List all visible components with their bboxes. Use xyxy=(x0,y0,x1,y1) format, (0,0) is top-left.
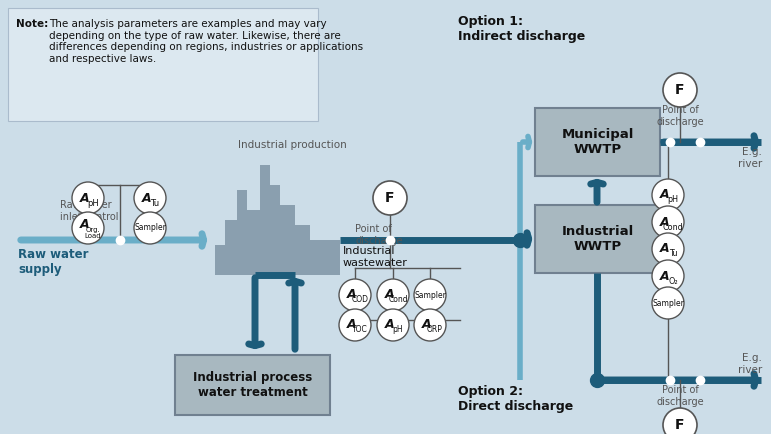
Circle shape xyxy=(652,260,684,292)
Text: Sampler: Sampler xyxy=(134,224,166,233)
Text: A: A xyxy=(80,218,89,231)
Text: ORP: ORP xyxy=(427,326,443,335)
Text: Option 1:
Indirect discharge: Option 1: Indirect discharge xyxy=(458,15,585,43)
Circle shape xyxy=(72,212,104,244)
Circle shape xyxy=(134,212,166,244)
Text: A: A xyxy=(660,270,670,283)
FancyBboxPatch shape xyxy=(175,355,330,415)
Text: pH: pH xyxy=(392,326,403,335)
Circle shape xyxy=(339,309,371,341)
Circle shape xyxy=(72,182,104,214)
Text: O₂: O₂ xyxy=(668,276,678,286)
Text: E.g.
river: E.g. river xyxy=(738,353,762,375)
Text: A: A xyxy=(660,188,670,201)
Circle shape xyxy=(414,279,446,311)
Text: Load: Load xyxy=(85,233,101,239)
Text: A: A xyxy=(423,319,432,332)
Circle shape xyxy=(377,279,409,311)
FancyBboxPatch shape xyxy=(8,8,318,121)
Text: A: A xyxy=(386,319,395,332)
Text: F: F xyxy=(675,418,685,432)
Text: A: A xyxy=(660,243,670,256)
Text: F: F xyxy=(675,83,685,97)
Circle shape xyxy=(652,206,684,238)
Text: A: A xyxy=(660,216,670,228)
Circle shape xyxy=(652,287,684,319)
Text: A: A xyxy=(386,289,395,302)
Circle shape xyxy=(373,181,407,215)
Circle shape xyxy=(414,309,446,341)
Text: Tu: Tu xyxy=(150,198,160,207)
Text: Industrial production: Industrial production xyxy=(238,140,347,150)
Text: Industrial
wastewater: Industrial wastewater xyxy=(343,246,408,268)
Text: Industrial
WWTP: Industrial WWTP xyxy=(561,225,634,253)
Circle shape xyxy=(663,408,697,434)
Text: Point of
discharge: Point of discharge xyxy=(656,385,704,407)
Text: TOC: TOC xyxy=(352,326,368,335)
Circle shape xyxy=(377,309,409,341)
Text: E.g.
river: E.g. river xyxy=(738,147,762,168)
Text: Industrial process
water treatment: Industrial process water treatment xyxy=(193,371,312,399)
Circle shape xyxy=(652,233,684,265)
Text: Sampler: Sampler xyxy=(652,299,684,308)
Text: Org.: Org. xyxy=(86,227,100,233)
Text: Municipal
WWTP: Municipal WWTP xyxy=(561,128,634,156)
Circle shape xyxy=(652,179,684,211)
Text: Point of
discharge: Point of discharge xyxy=(355,224,402,246)
FancyBboxPatch shape xyxy=(535,205,660,273)
Text: Sampler: Sampler xyxy=(414,290,446,299)
Text: F: F xyxy=(386,191,395,205)
Text: The analysis parameters are examples and may vary
depending on the type of raw w: The analysis parameters are examples and… xyxy=(49,19,363,64)
Text: A: A xyxy=(347,289,357,302)
Text: Tu: Tu xyxy=(668,250,677,259)
Text: A: A xyxy=(347,319,357,332)
Circle shape xyxy=(134,182,166,214)
Text: Point of
discharge: Point of discharge xyxy=(656,105,704,127)
Text: Note:: Note: xyxy=(16,19,49,29)
Text: Cond: Cond xyxy=(662,223,683,231)
Text: Option 2:
Direct discharge: Option 2: Direct discharge xyxy=(458,385,574,413)
FancyBboxPatch shape xyxy=(535,108,660,176)
Text: COD: COD xyxy=(352,296,369,305)
Text: A: A xyxy=(80,191,89,204)
Circle shape xyxy=(339,279,371,311)
Text: pH: pH xyxy=(668,195,678,204)
Text: Cond: Cond xyxy=(388,296,408,305)
Text: A: A xyxy=(142,191,152,204)
Text: Raw water
inlet control: Raw water inlet control xyxy=(60,201,119,222)
Circle shape xyxy=(663,73,697,107)
Text: pH: pH xyxy=(87,198,99,207)
Text: Raw water
supply: Raw water supply xyxy=(18,248,89,276)
Polygon shape xyxy=(215,165,340,275)
